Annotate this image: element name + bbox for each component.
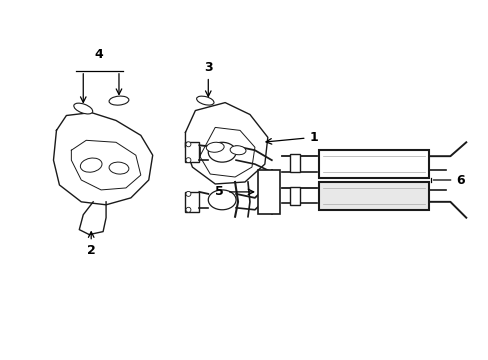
FancyBboxPatch shape: [319, 182, 427, 210]
Text: 3: 3: [203, 61, 212, 96]
Polygon shape: [79, 202, 106, 235]
FancyBboxPatch shape: [319, 150, 427, 178]
Polygon shape: [185, 103, 267, 184]
Text: 2: 2: [87, 232, 95, 257]
Ellipse shape: [74, 103, 93, 114]
Ellipse shape: [109, 96, 129, 105]
FancyBboxPatch shape: [185, 192, 199, 212]
Ellipse shape: [109, 162, 129, 174]
Text: 1: 1: [265, 131, 318, 144]
Text: 5: 5: [215, 185, 253, 198]
FancyBboxPatch shape: [289, 154, 299, 172]
Ellipse shape: [80, 158, 102, 172]
Ellipse shape: [196, 96, 214, 105]
Text: 6: 6: [432, 174, 464, 186]
Circle shape: [185, 192, 190, 196]
Circle shape: [185, 207, 190, 212]
Ellipse shape: [208, 142, 236, 162]
FancyBboxPatch shape: [257, 170, 279, 214]
Ellipse shape: [230, 146, 245, 155]
FancyBboxPatch shape: [289, 187, 299, 205]
Ellipse shape: [206, 142, 224, 152]
Ellipse shape: [208, 190, 236, 210]
Polygon shape: [71, 140, 141, 190]
Text: 4: 4: [95, 48, 103, 61]
Polygon shape: [53, 113, 152, 205]
Circle shape: [185, 142, 190, 147]
Polygon shape: [200, 127, 254, 177]
Circle shape: [185, 158, 190, 163]
FancyBboxPatch shape: [185, 142, 199, 162]
